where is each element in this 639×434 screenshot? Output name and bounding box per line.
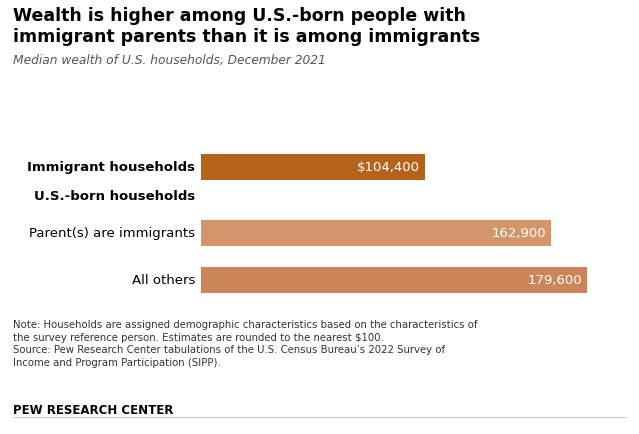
Text: All others: All others — [132, 274, 195, 286]
Text: Note: Households are assigned demographic characteristics based on the character: Note: Households are assigned demographi… — [13, 319, 477, 367]
Text: PEW RESEARCH CENTER: PEW RESEARCH CENTER — [13, 403, 173, 416]
Text: 179,600: 179,600 — [527, 274, 581, 286]
Text: U.S.-born households: U.S.-born households — [34, 190, 195, 203]
Text: $104,400: $104,400 — [357, 161, 420, 174]
Text: Parent(s) are immigrants: Parent(s) are immigrants — [29, 227, 195, 240]
Text: immigrant parents than it is among immigrants: immigrant parents than it is among immig… — [13, 28, 480, 46]
Text: Median wealth of U.S. households, December 2021: Median wealth of U.S. households, Decemb… — [13, 54, 325, 67]
Text: 162,900: 162,900 — [491, 227, 546, 240]
Text: Wealth is higher among U.S.-born people with: Wealth is higher among U.S.-born people … — [13, 7, 466, 24]
Bar — [201, 155, 426, 181]
Text: Immigrant households: Immigrant households — [27, 161, 195, 174]
Bar — [201, 220, 551, 246]
Bar — [201, 267, 587, 293]
